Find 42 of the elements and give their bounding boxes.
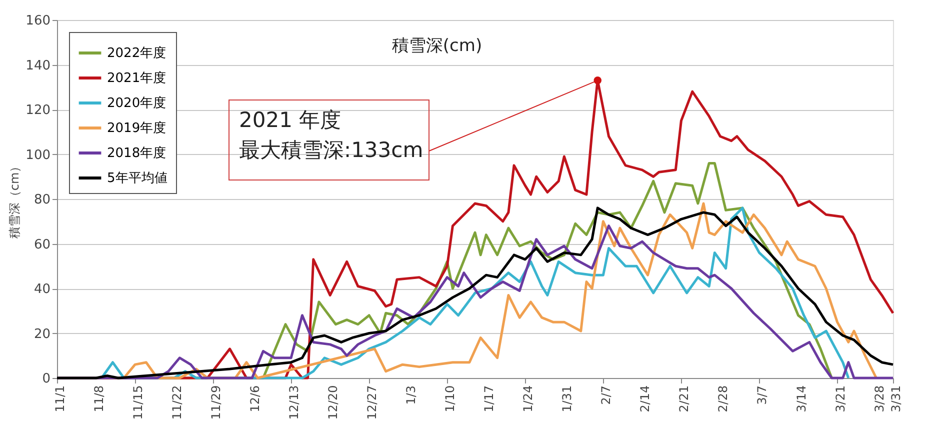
x-tick-label: 1/31 [560,385,574,412]
x-tick-label: 12/27 [365,385,380,420]
x-tick-label: 12/6 [248,385,262,412]
legend-label: 5年平均値 [107,171,168,186]
y-tick-label: 40 [34,282,50,297]
y-axis-title: 積雪深（cm） [8,160,22,239]
x-tick-label: 11/1 [53,385,67,412]
x-tick-label: 2/7 [599,385,614,405]
legend-label: 2020年度 [107,95,166,111]
x-tick-label: 3/14 [794,385,808,412]
x-tick-label: 3/7 [755,385,770,405]
y-tick-label: 60 [34,237,50,252]
x-tick-label: 2/14 [638,385,652,412]
legend-label: 2018年度 [107,145,166,161]
x-tick-label: 11/22 [170,385,184,420]
y-tick-label: 100 [26,148,50,163]
legend-label: 2021年度 [107,70,166,86]
x-tick-label: 2/28 [716,385,730,412]
legend-label: 2022年度 [107,45,166,61]
legend-label: 2019年度 [107,120,166,136]
x-tick-label: 3/21 [833,385,848,412]
text: 積雪深(cm) [392,36,482,56]
y-tick-label: 80 [34,192,50,208]
x-tick-label: 3/31 [889,385,903,412]
y-tick-label: 0 [42,372,50,386]
y-tick-label: 20 [34,326,50,342]
annotation: 最大積雪深:133cm [239,138,424,162]
x-tick-label: 1/3 [404,385,418,405]
x-tick-label: 11/8 [92,385,106,412]
x-tick-label: 3/28 [872,385,886,412]
x-tick-label: 12/13 [287,385,302,420]
x-tick-label: 12/20 [326,385,340,420]
x-tick-label: 1/10 [443,385,458,412]
y-tick-label: 160 [26,14,50,28]
y-tick-label: 120 [26,103,50,118]
y-tick-label: 140 [26,58,50,74]
x-tick-label: 1/17 [482,385,496,412]
annotation: 2021 年度 [239,108,342,132]
x-tick-label: 2/21 [677,385,692,412]
x-tick-label: 1/24 [521,385,536,412]
x-tick-label: 11/29 [209,385,224,420]
x-tick-label: 11/15 [131,385,146,420]
